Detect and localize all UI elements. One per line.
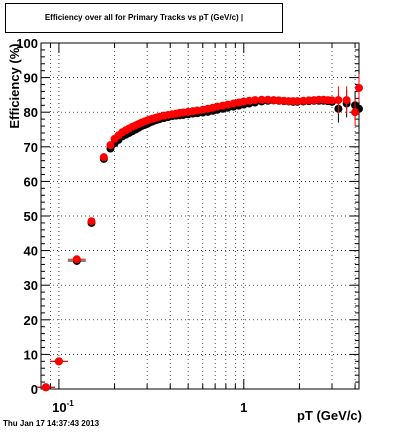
y-tick-label: 30: [24, 278, 38, 293]
y-tick-label: 80: [24, 105, 38, 120]
x-tick-label: 10-1: [52, 399, 74, 415]
axis-ticks: [40, 42, 359, 390]
data-point: [87, 217, 96, 226]
data-point: [351, 108, 360, 117]
y-tick-label: 60: [24, 174, 38, 189]
y-tick-label: 40: [24, 244, 38, 259]
data-point: [334, 96, 343, 105]
data-points: [36, 74, 363, 392]
y-tick-label: 90: [24, 71, 38, 86]
grid-lines: [40, 43, 359, 389]
chart-title-box: Efficiency over all for Primary Tracks v…: [5, 3, 283, 33]
y-tick-label: 70: [24, 140, 38, 155]
plot-frame: [40, 42, 360, 390]
data-point: [355, 83, 363, 92]
x-axis-title: pT (GeV/c): [297, 408, 362, 423]
x-tick-exponent: -1: [67, 399, 75, 408]
x-tick-label: 1: [240, 400, 247, 415]
data-point: [245, 96, 254, 105]
y-tick-label: 100: [16, 36, 38, 51]
data-point: [263, 95, 272, 104]
timestamp-footer: Thu Jan 17 14:37:43 2013: [3, 419, 100, 428]
y-tick-labels: 0 10 20 30 40 50 60 70 80 90 100: [16, 36, 38, 397]
series-1: [36, 74, 363, 392]
data-point: [99, 153, 108, 162]
data-point: [54, 357, 63, 366]
x-tick-labels: 10-1 1: [52, 399, 247, 415]
data-point: [251, 96, 260, 105]
y-tick-label: 50: [24, 209, 38, 224]
series-0: [36, 89, 363, 392]
data-point: [257, 95, 266, 104]
data-point: [72, 255, 81, 264]
y-tick-label: 10: [24, 347, 38, 362]
data-point: [342, 96, 351, 105]
data-point: [327, 96, 336, 105]
y-tick-label: 20: [24, 313, 38, 328]
chart-title: Efficiency over all for Primary Tracks v…: [44, 13, 244, 22]
data-point: [41, 383, 50, 392]
data-point: [106, 141, 115, 150]
y-tick-label: 0: [31, 382, 38, 397]
y-axis-title: Efficiency (%): [7, 43, 22, 128]
data-point: [293, 97, 302, 106]
